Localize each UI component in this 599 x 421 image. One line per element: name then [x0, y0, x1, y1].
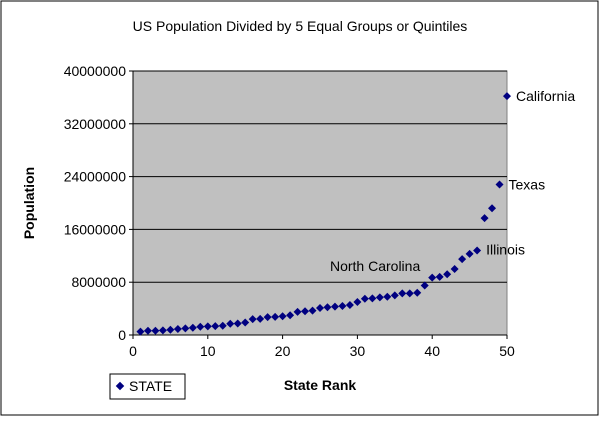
data-point	[413, 288, 422, 297]
x-axis-label: State Rank	[284, 377, 357, 393]
data-point	[368, 294, 377, 303]
data-point	[428, 273, 437, 282]
data-point	[435, 272, 444, 281]
x-axis: 0 10 20 30 40 50	[129, 334, 515, 359]
data-point	[375, 293, 384, 302]
legend-label: STATE	[129, 378, 172, 394]
annotation-label: North Carolina	[330, 258, 420, 274]
legend-marker	[115, 381, 125, 391]
data-point	[136, 327, 145, 336]
data-point	[241, 318, 250, 327]
annotation-label: California	[516, 88, 575, 104]
legend: STATE	[109, 373, 186, 400]
data-point	[495, 180, 504, 189]
data-point	[233, 319, 242, 328]
data-point	[211, 322, 220, 331]
data-point	[450, 265, 459, 273]
data-point	[293, 307, 302, 316]
data-point	[360, 294, 369, 303]
data-point	[226, 319, 235, 328]
data-point	[345, 300, 354, 309]
annotation-label: Texas	[509, 177, 546, 193]
data-point	[203, 322, 212, 331]
data-point	[188, 323, 197, 332]
data-point	[480, 214, 489, 223]
data-point	[181, 324, 190, 333]
x-tick-label: 0	[129, 343, 137, 359]
data-point	[330, 302, 339, 311]
data-point	[390, 291, 399, 300]
annotations: California Texas Illinois North Carolina	[330, 88, 575, 274]
data-point	[151, 326, 160, 335]
data-point	[278, 312, 287, 321]
data-point	[158, 326, 167, 335]
data-point	[420, 281, 429, 290]
data-points	[136, 92, 511, 336]
data-point	[383, 292, 392, 301]
data-point	[173, 325, 182, 334]
annotation-label: Illinois	[486, 242, 525, 258]
x-tick-label: 30	[350, 343, 366, 359]
chart-title: US Population Divided by 5 Equal Groups …	[133, 18, 468, 34]
x-tick-label: 10	[200, 343, 216, 359]
x-tick-label: 50	[499, 343, 515, 359]
data-point	[458, 255, 467, 264]
y-tick-label: 24000000	[64, 169, 127, 185]
data-point	[405, 289, 414, 298]
data-point	[308, 306, 317, 315]
data-point	[271, 312, 280, 321]
data-point	[166, 325, 175, 334]
data-point	[465, 249, 474, 258]
x-tick-label: 20	[275, 343, 291, 359]
data-point	[248, 315, 257, 324]
gridlines	[133, 70, 507, 283]
plot-area	[132, 70, 508, 336]
y-tick-label: 32000000	[64, 116, 127, 132]
data-point	[286, 311, 295, 320]
y-tick-label: 8000000	[71, 274, 126, 290]
y-axis-label: Population	[21, 167, 37, 239]
data-point	[143, 326, 152, 335]
data-point	[443, 270, 452, 279]
y-tick-label: 0	[118, 327, 126, 343]
data-point	[473, 246, 482, 255]
y-tick-label: 16000000	[64, 221, 127, 237]
y-axis: 0 8000000 16000000 24000000 32000000 40000000	[64, 63, 134, 343]
data-point	[256, 314, 265, 323]
data-point	[301, 307, 310, 316]
x-tick-label: 40	[424, 343, 440, 359]
data-point	[218, 321, 227, 330]
data-point	[196, 322, 205, 331]
data-point	[503, 92, 511, 101]
data-point	[488, 204, 497, 213]
data-point	[338, 301, 347, 310]
y-tick-label: 40000000	[64, 63, 127, 79]
data-point	[263, 313, 272, 322]
data-point	[398, 289, 407, 298]
data-point	[316, 303, 324, 312]
data-point	[353, 298, 362, 306]
data-point	[323, 303, 332, 312]
